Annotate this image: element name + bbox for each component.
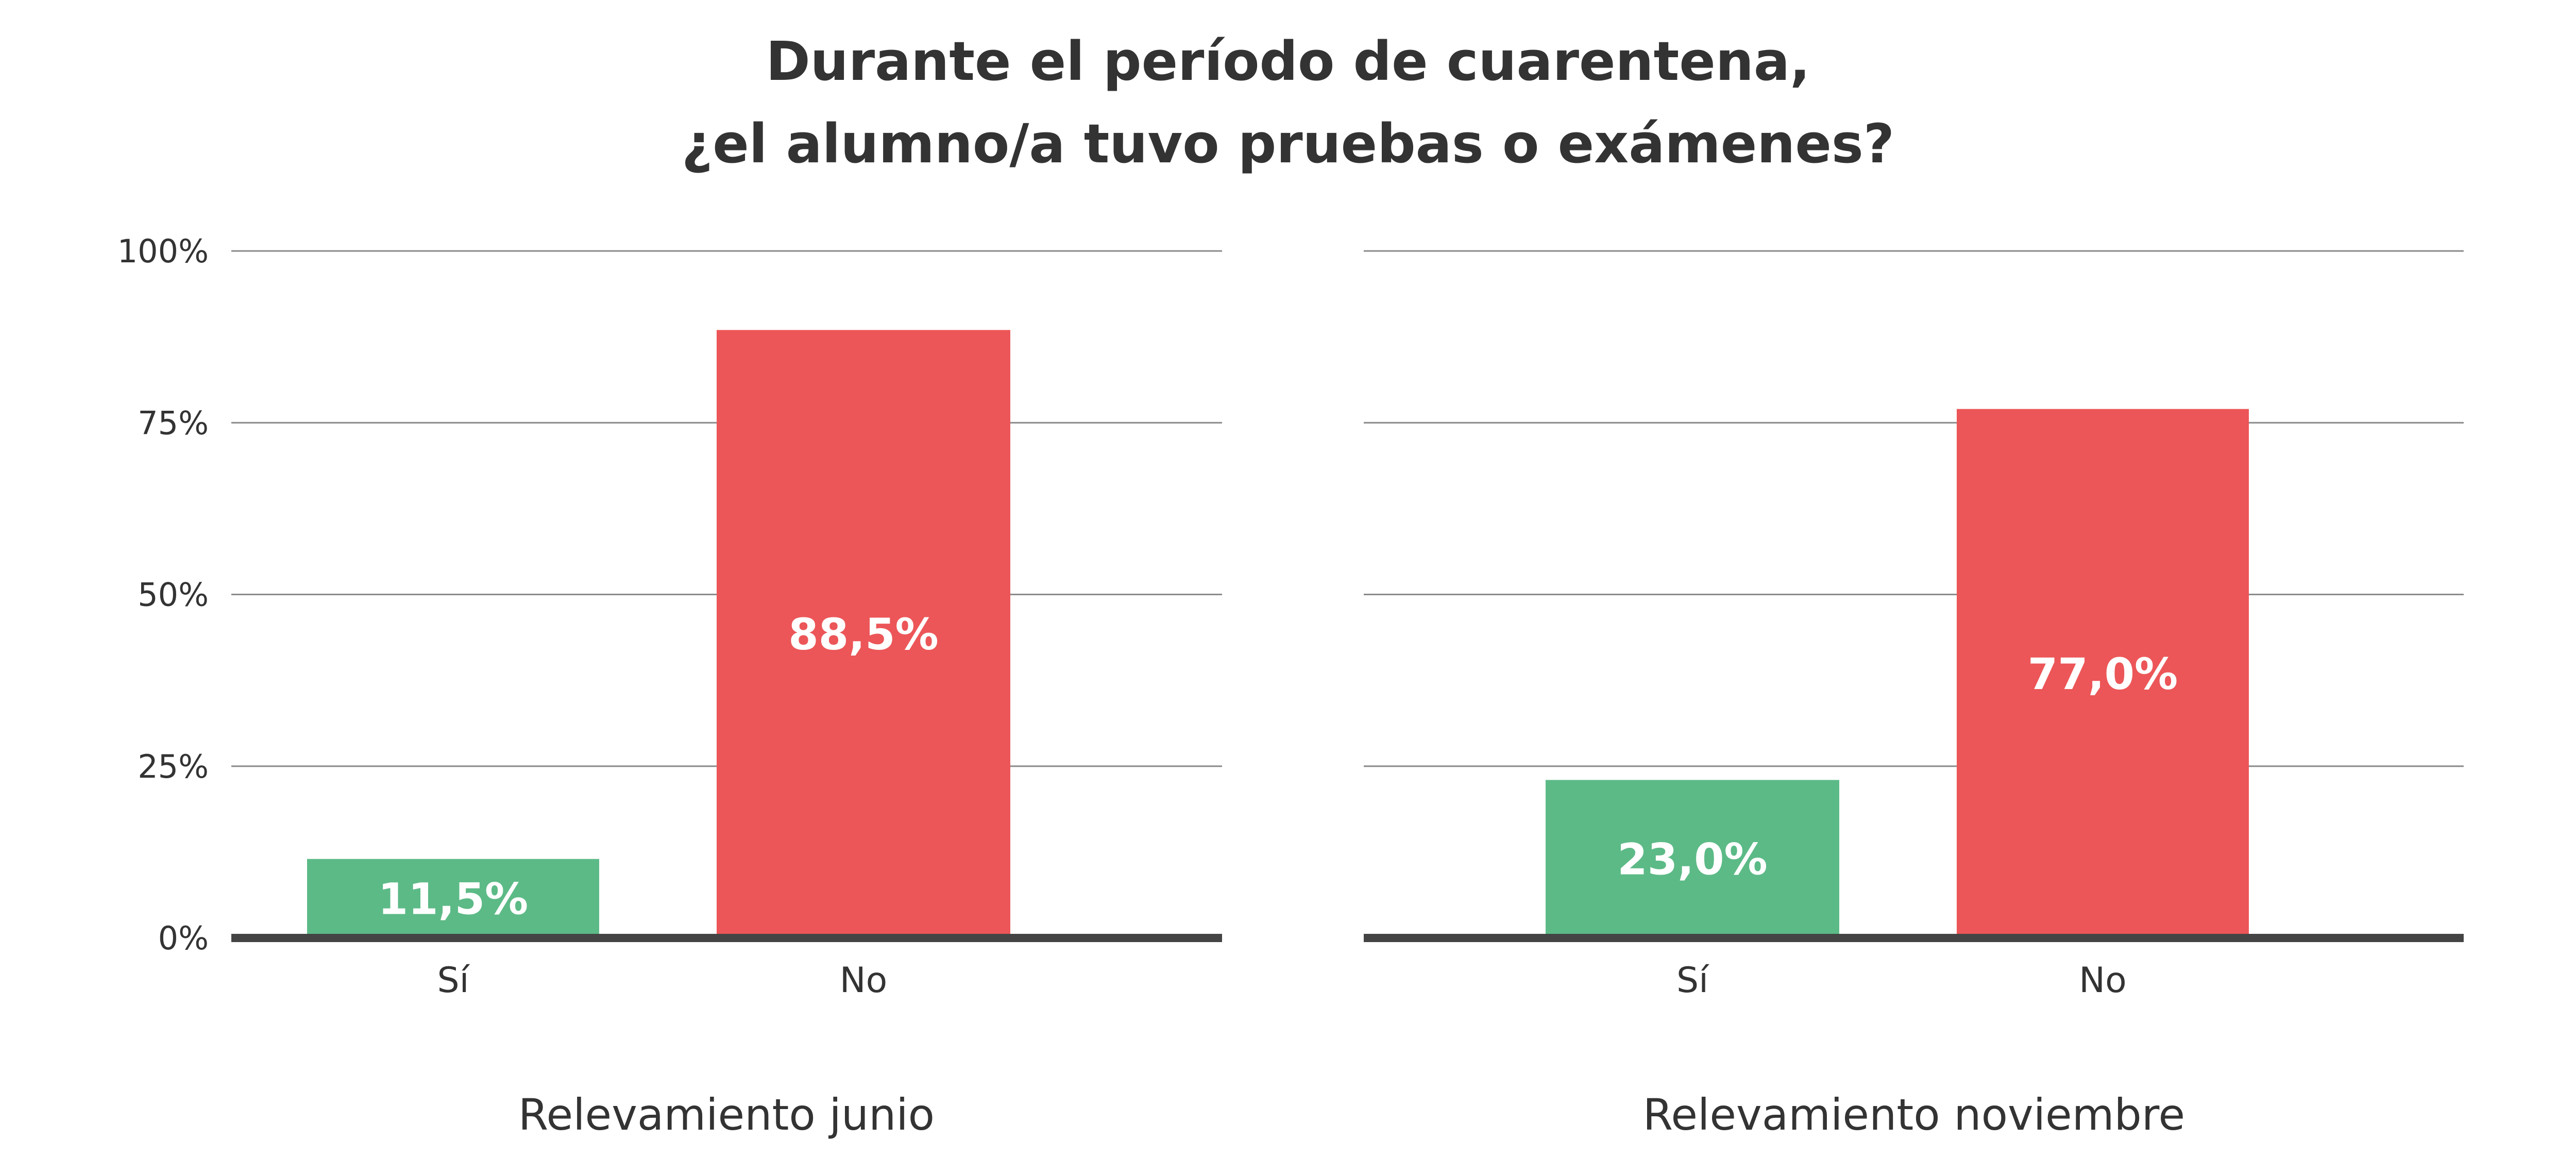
chart-title-line-1: Durante el período de cuarentena, (766, 30, 1810, 93)
x-category-label: No (2079, 960, 2126, 1001)
bar-si (1546, 780, 1839, 938)
x-category-label: Sí (1676, 960, 1709, 1001)
y-tick-label: 0% (158, 919, 209, 957)
chart-title-line-2: ¿el alumno/a tuvo pruebas o exámenes? (682, 112, 1894, 175)
bar-si (307, 859, 599, 938)
data-label: 88,5% (788, 609, 938, 660)
data-label: 23,0% (1617, 834, 1767, 885)
x-axis-label: Relevamiento junio (518, 1089, 935, 1140)
y-tick-label: 50% (138, 576, 209, 614)
y-tick-label: 75% (138, 404, 209, 442)
x-axis-label: Relevamiento noviembre (1643, 1089, 2185, 1140)
x-axis-baseline (1364, 934, 2464, 942)
data-label: 77,0% (2028, 649, 2178, 699)
y-tick-label: 100% (117, 232, 209, 270)
x-category-label: No (840, 960, 887, 1001)
y-tick-label: 25% (138, 748, 209, 785)
bar-no (717, 330, 1010, 938)
x-category-label: Sí (437, 960, 470, 1001)
data-label: 11,5% (378, 874, 528, 924)
x-axis-baseline (231, 934, 1222, 942)
bar-no (1957, 409, 2249, 938)
